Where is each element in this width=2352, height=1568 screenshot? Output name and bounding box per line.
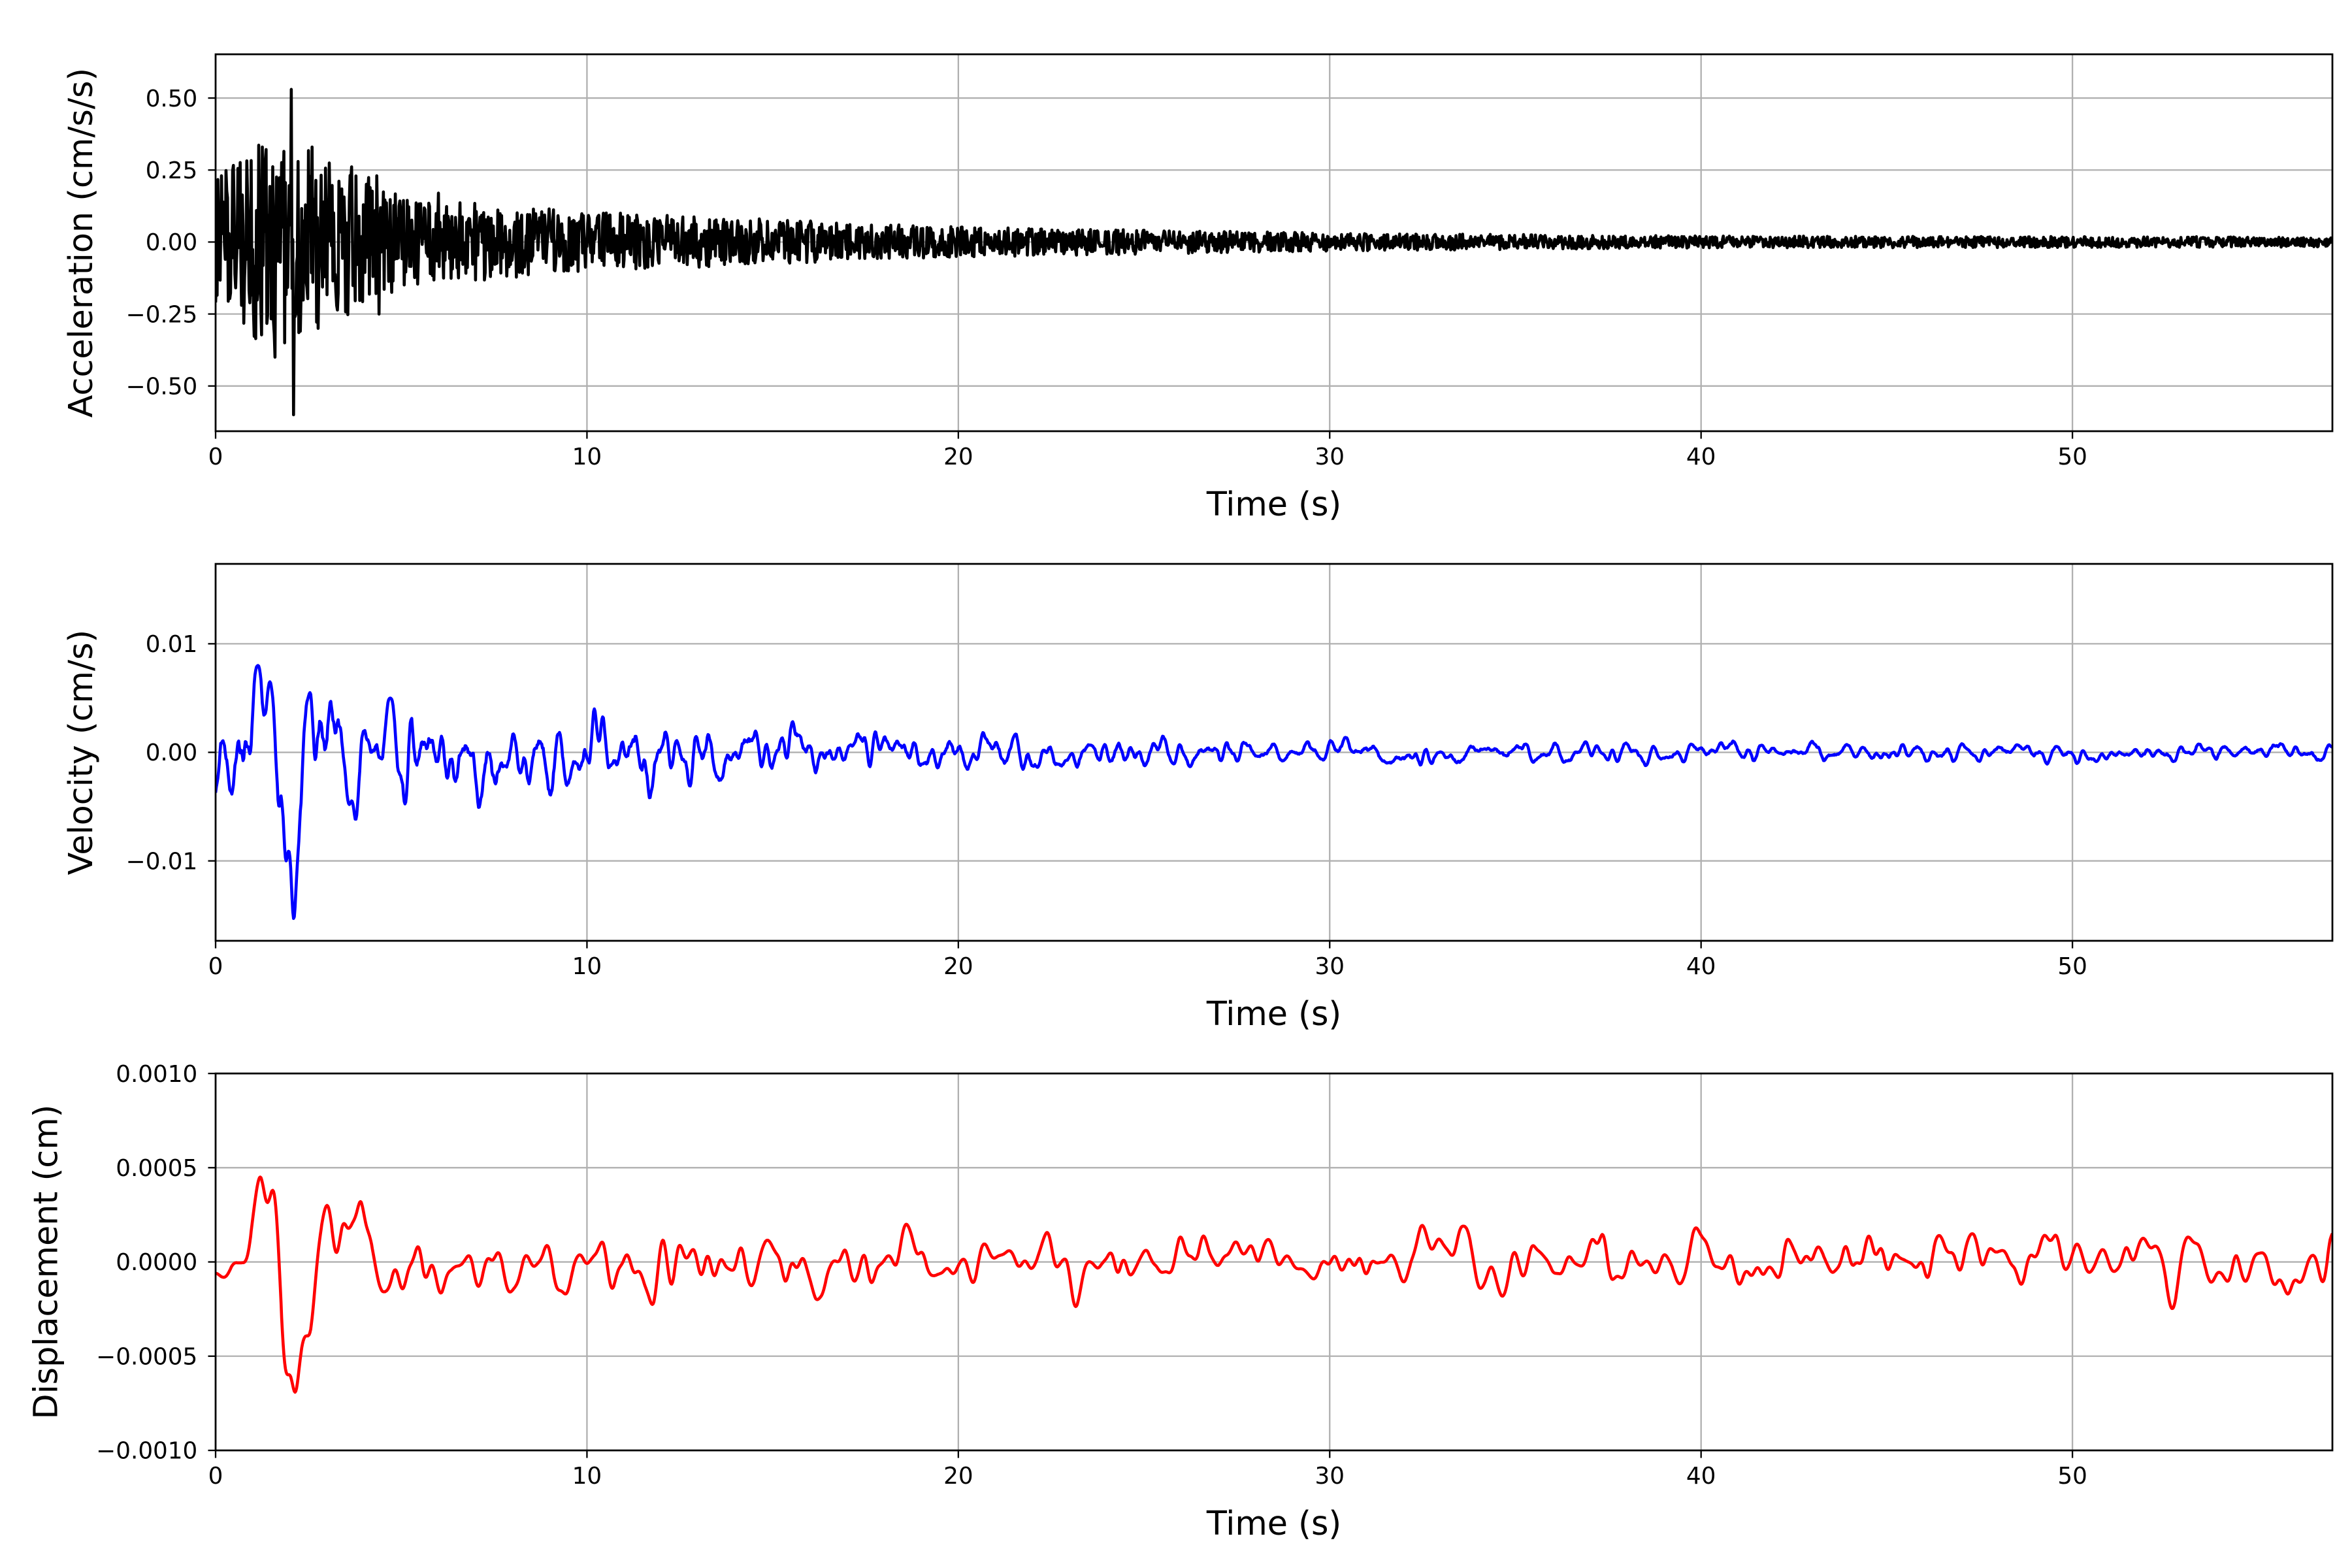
displacement-x-tick-label: 20	[943, 1463, 973, 1490]
acceleration-y-tick-label: 0.00	[146, 229, 198, 256]
acceleration-x-tick-label: 50	[2057, 444, 2087, 470]
displacement-panel: 0 10 20 30 40 50 0.0010 0.0005 0.0000 −0.0005 −0.0…	[96, 1061, 2334, 1490]
displacement-series-line	[215, 1175, 2332, 1394]
velocity-y-tick-label: 0.01	[146, 631, 198, 658]
velocity-axes-frame	[214, 563, 2334, 942]
velocity-panel: 0 10 20 30 40 50 0.01 0.00 −0.01	[126, 563, 2334, 980]
acceleration-x-label: Time (s)	[1206, 485, 1341, 523]
acceleration-x-tick-label: 40	[1686, 444, 1716, 470]
velocity-y-tick-label: 0.00	[146, 740, 198, 766]
velocity-series-line	[215, 664, 2332, 921]
displacement-x-tick-label: 0	[208, 1463, 223, 1490]
acceleration-series-line	[215, 88, 2332, 417]
velocity-x-tick-label: 10	[572, 953, 602, 980]
acceleration-x-tick-label: 30	[1315, 444, 1345, 470]
displacement-x-tick-label: 30	[1315, 1463, 1345, 1490]
displacement-axes-frame	[214, 1072, 2334, 1452]
displacement-x-tick-label: 40	[1686, 1463, 1716, 1490]
velocity-x-tick-label: 30	[1315, 953, 1345, 980]
acceleration-x-tick-label: 20	[943, 444, 973, 470]
acceleration-y-tick-label: −0.25	[126, 301, 198, 328]
velocity-x-tick-label: 40	[1686, 953, 1716, 980]
displacement-y-tick-label: 0.0005	[116, 1155, 197, 1182]
displacement-y-tick-label: −0.0010	[96, 1438, 197, 1465]
velocity-x-label: Time (s)	[1206, 994, 1341, 1033]
displacement-y-label: Displacement (cm)	[27, 1105, 65, 1420]
acceleration-panel: 0 10 20 30 40 50 0.50 0.25 0.00 −0.25 −0.50	[126, 53, 2334, 470]
displacement-y-tick-label: −0.0005	[96, 1343, 197, 1370]
velocity-x-tick-label: 50	[2057, 953, 2087, 980]
acceleration-x-tick-label: 0	[208, 444, 223, 470]
acceleration-y-label: Acceleration (cm/s/s)	[61, 68, 100, 418]
velocity-x-tick-label: 0	[208, 953, 223, 980]
velocity-y-tick-label: −0.01	[126, 848, 198, 875]
acceleration-axes-frame	[214, 53, 2334, 433]
displacement-x-label: Time (s)	[1206, 1504, 1341, 1543]
displacement-x-tick-label: 10	[572, 1463, 602, 1490]
acceleration-x-tick-label: 10	[572, 444, 602, 470]
displacement-x-tick-label: 50	[2057, 1463, 2087, 1490]
acceleration-y-tick-label: 0.25	[146, 157, 198, 184]
displacement-y-tick-label: 0.0010	[116, 1061, 197, 1088]
velocity-x-tick-label: 20	[943, 953, 973, 980]
acceleration-y-tick-label: −0.50	[126, 373, 198, 400]
acceleration-y-tick-label: 0.50	[146, 86, 198, 112]
displacement-y-tick-label: 0.0000	[116, 1249, 197, 1276]
velocity-y-label: Velocity (cm/s)	[61, 630, 100, 875]
